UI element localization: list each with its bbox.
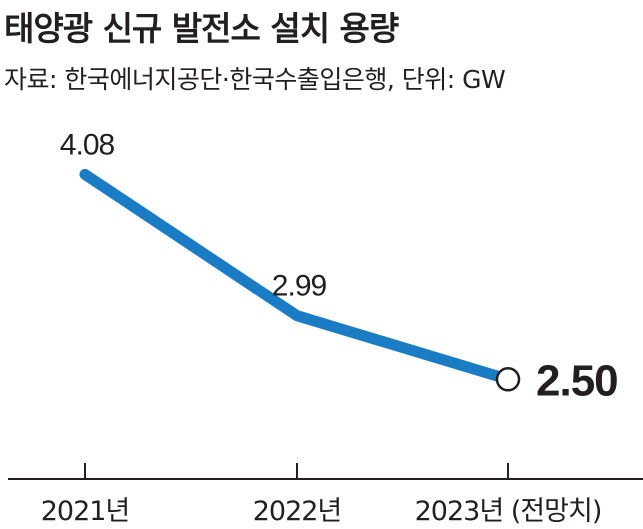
data-point-marker [495, 367, 521, 392]
chart-title: 태양광 신규 발전소 설치 용량 [4, 9, 399, 48]
data-label: 2.99 [272, 270, 327, 303]
chart-source-unit: 자료: 한국에너지공단·한국수출입은행, 단위: GW [4, 65, 506, 94]
data-label: 4.08 [60, 128, 115, 161]
x-tick-label: 2021년 [41, 496, 130, 527]
x-tick-label: 2023년 (전망치) [415, 496, 602, 527]
data-label: 2.50 [536, 356, 618, 405]
x-tick-label: 2022년 [253, 496, 342, 527]
